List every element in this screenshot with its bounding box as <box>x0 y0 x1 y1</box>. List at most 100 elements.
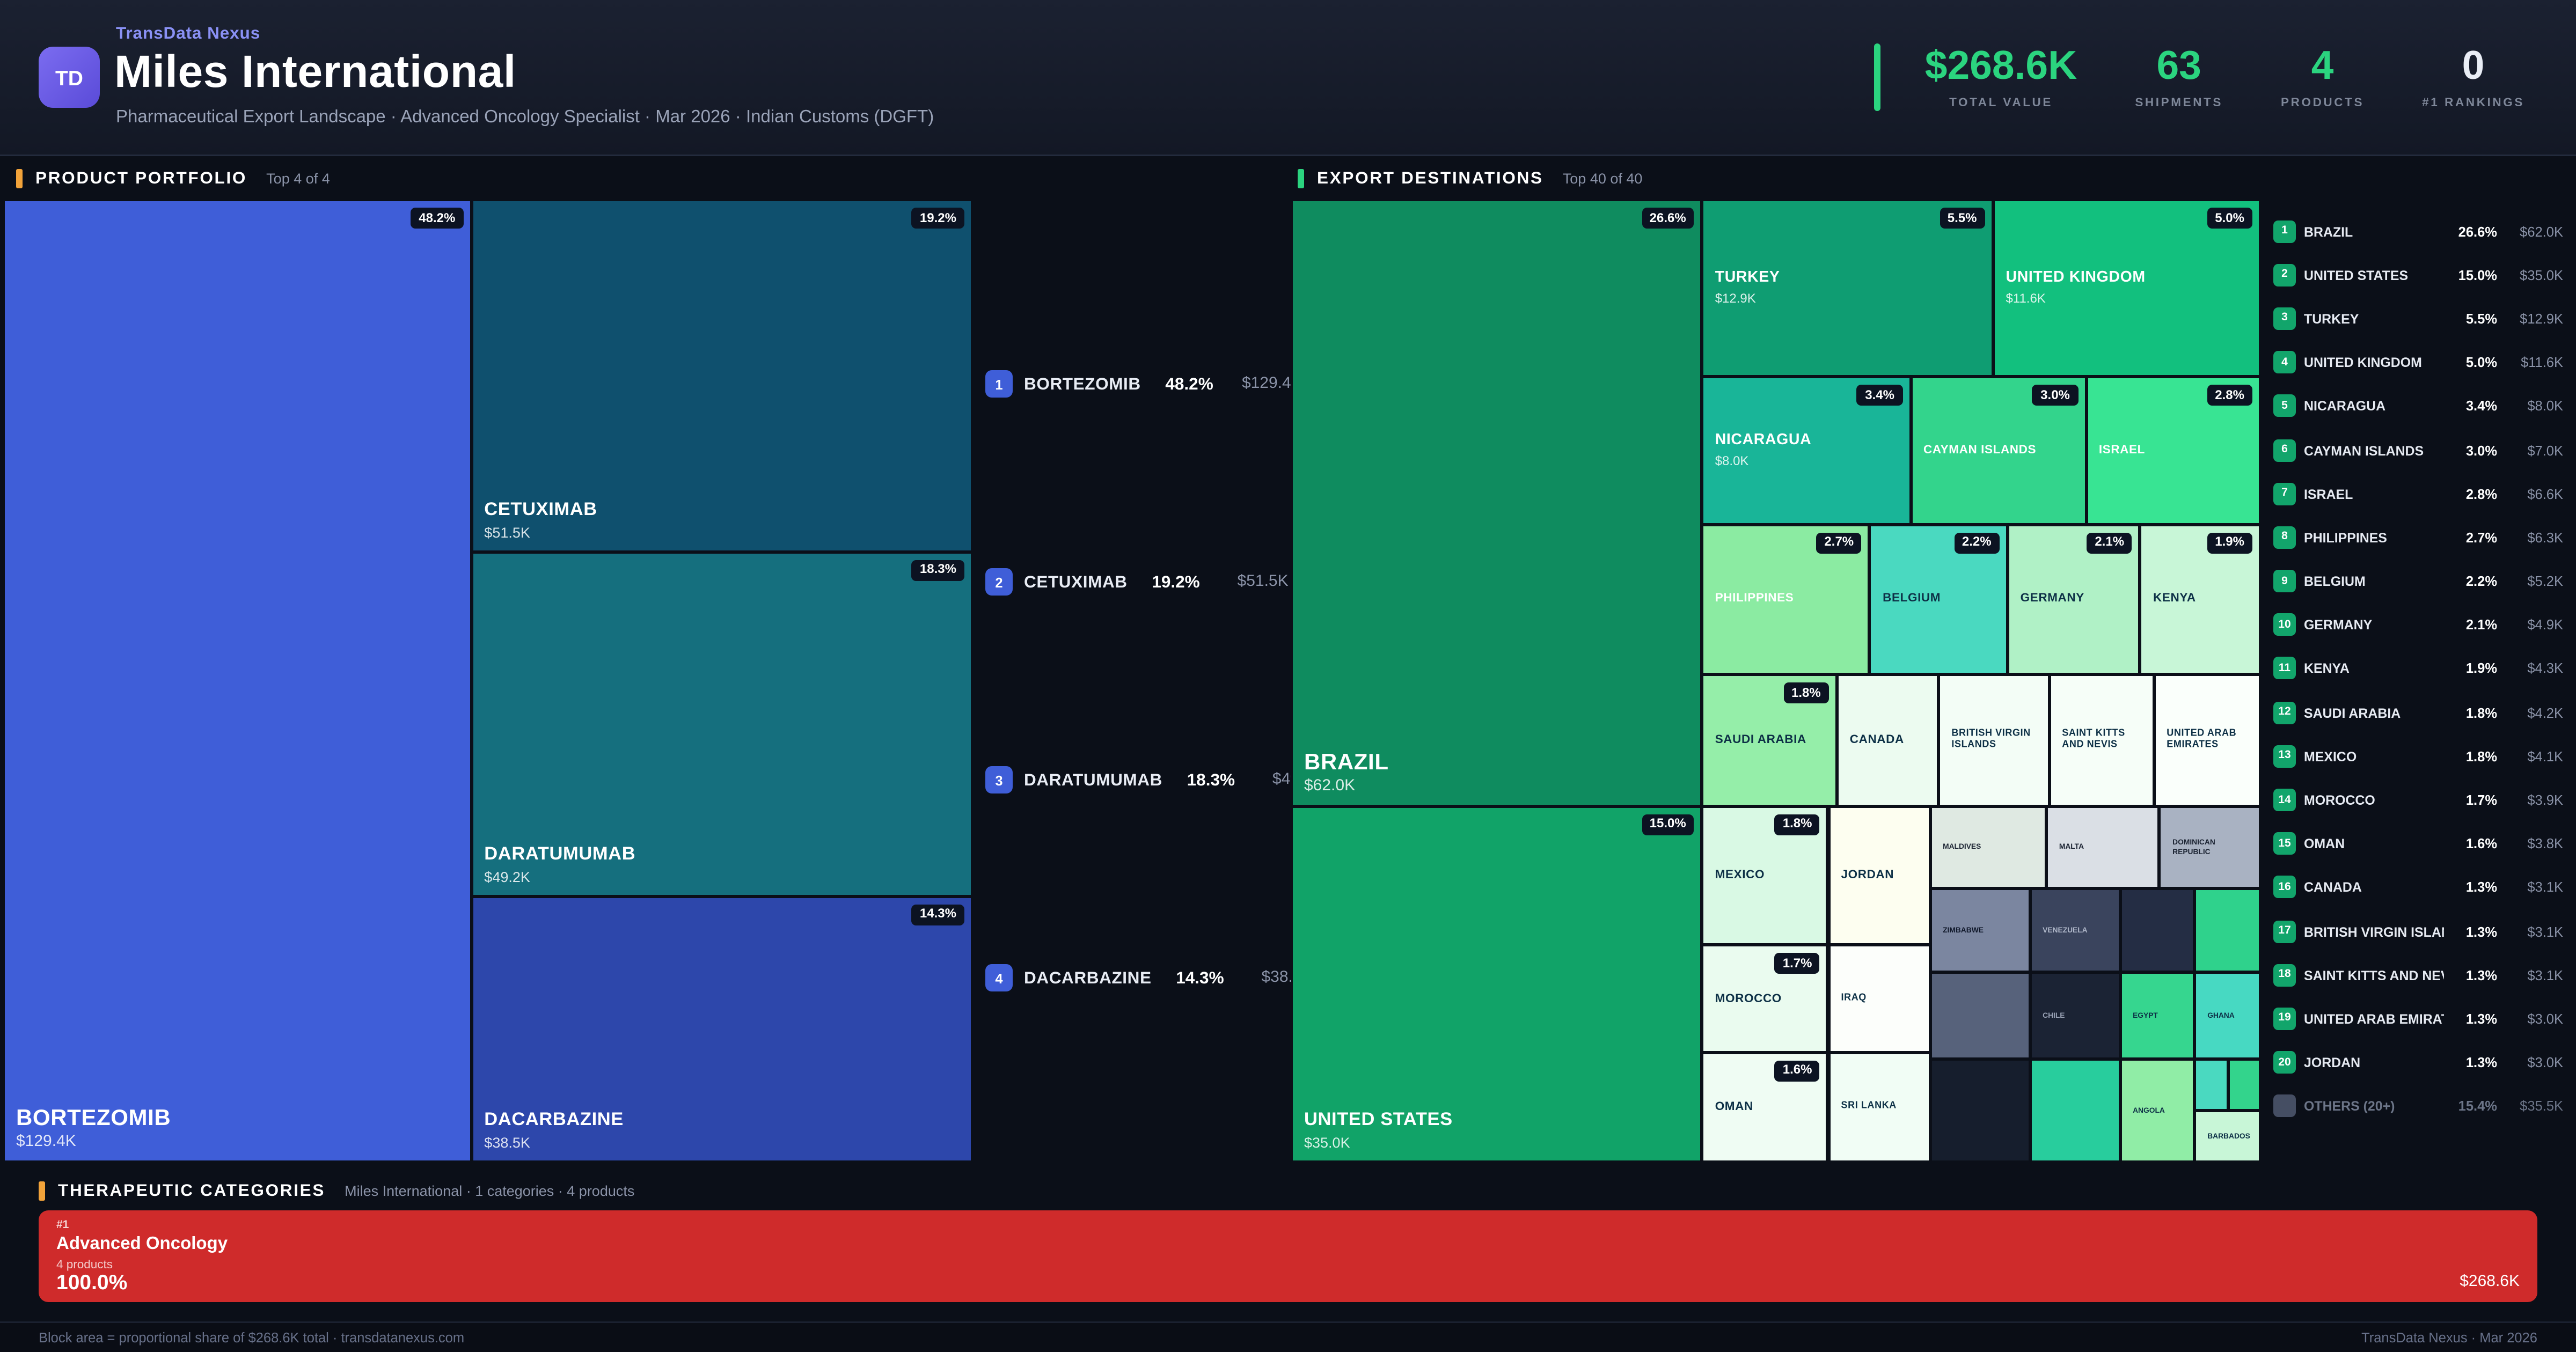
destination-block-united-kingdom[interactable]: 5.0% UNITED KINGDOM $11.6K <box>1993 200 2260 377</box>
destination-block-kenya[interactable]: 1.9% KENYA <box>2140 524 2260 675</box>
block-name: IRAQ <box>1841 993 1867 1003</box>
destination-block-brazil[interactable]: 26.6% BRAZIL $62.0K <box>1291 200 1702 806</box>
legend-name: CAYMAN ISLANDS <box>2304 442 2424 458</box>
destination-block-nicaragua[interactable]: 3.4% NICARAGUA $8.0K <box>1702 377 1911 524</box>
destination-legend-row-nicaragua[interactable]: 5 NICARAGUA 3.4% $8.0K <box>2273 384 2563 428</box>
destination-block-chile[interactable]: CHILE <box>2030 971 2120 1059</box>
rank-badge: 2 <box>985 568 1013 596</box>
destination-legend-row-jordan[interactable]: 20 JORDAN 1.3% $3.0K <box>2273 1041 2563 1085</box>
destination-legend-row-saint-kitts-and-nevis[interactable]: 18 SAINT KITTS AND NEVIS 1.3% $3.1K <box>2273 953 2563 997</box>
destination-block-iraq[interactable]: IRAQ <box>1828 945 1930 1053</box>
product-legend-row-cetuximab[interactable]: 2 CETUXIMAB 19.2% $51.5K <box>985 568 1289 596</box>
category-pct: 100.0% <box>56 1270 128 1294</box>
legend-pct: 14.3% <box>1176 968 1224 988</box>
destination-block-saint-kitts-and-nevis[interactable]: SAINT KITTS AND NEVIS <box>2049 675 2154 806</box>
destination-legend-row-brazil[interactable]: 1 BRAZIL 26.6% $62.0K <box>2273 209 2563 253</box>
legend-value: $129.4K <box>1241 375 1302 393</box>
rank-badge: 18 <box>2273 964 2296 987</box>
legend-value: $7.0K <box>2527 442 2563 458</box>
destination-block-oman[interactable]: 1.6% OMAN <box>1702 1052 1828 1162</box>
destination-legend-row-others-20[interactable]: OTHERS (20+) 15.4% $35.5K <box>2273 1084 2563 1128</box>
destination-block-dominican-republic[interactable]: DOMINICAN REPUBLIC <box>2160 806 2260 889</box>
block-name: BRAZIL <box>1304 747 1389 774</box>
block-label: KENYA <box>2153 592 2252 606</box>
destination-block-canada[interactable]: CANADA <box>1836 675 1939 806</box>
destination-legend-row-united-arab-emirates[interactable]: 19 UNITED ARAB EMIRATES 1.3% $3.0K <box>2273 997 2563 1041</box>
destination-legend-row-israel[interactable]: 7 ISRAEL 2.8% $6.6K <box>2273 472 2563 516</box>
destination-block-united-arab-emirates[interactable]: UNITED ARAB EMIRATES <box>2154 675 2260 806</box>
destination-block-small-28[interactable] <box>2194 888 2260 972</box>
destination-block-israel[interactable]: 2.8% ISRAEL <box>2085 377 2260 524</box>
destination-legend-row-united-states[interactable]: 2 UNITED STATES 15.0% $35.0K <box>2273 253 2563 297</box>
destination-block-mexico[interactable]: 1.8% MEXICO <box>1702 806 1828 946</box>
product-block-cetuximab[interactable]: 19.2% CETUXIMAB $51.5K <box>471 200 972 552</box>
destination-block-small-37[interactable] <box>2227 1059 2260 1111</box>
stat-value: 0 <box>2462 44 2485 90</box>
block-name: ANGOLA <box>2133 1106 2165 1115</box>
block-name: KENYA <box>2153 591 2196 606</box>
destination-legend-row-belgium[interactable]: 9 BELGIUM 2.2% $5.2K <box>2273 560 2563 604</box>
category-bar-advanced-oncology[interactable]: #1 Advanced Oncology 4 products 100.0% $268.… <box>39 1210 2537 1302</box>
legend-name: MEXICO <box>2304 748 2357 765</box>
destination-block-united-states[interactable]: 15.0% UNITED STATES $35.0K <box>1291 806 1702 1162</box>
block-label: CETUXIMAB $51.5K <box>484 500 964 541</box>
destination-block-maldives[interactable]: MALDIVES <box>1930 806 2046 889</box>
product-block-bortezomib[interactable]: 48.2% BORTEZOMIB $129.4K <box>3 200 472 1162</box>
destination-block-small-27[interactable] <box>2120 888 2195 972</box>
destination-block-zimbabwe[interactable]: ZIMBABWE <box>1930 888 2030 972</box>
legend-value: $35.0K <box>2520 267 2563 283</box>
destination-block-turkey[interactable]: 5.5% TURKEY $12.9K <box>1702 200 1993 377</box>
destination-legend: 1 BRAZIL 26.6% $62.0K 2 UNITED STATES 15.0% $35… <box>2273 209 2563 1128</box>
destination-block-sri-lanka[interactable]: SRI LANKA <box>1828 1052 1930 1162</box>
destination-legend-row-turkey[interactable]: 3 TURKEY 5.5% $12.9K <box>2273 297 2563 341</box>
destination-legend-row-mexico[interactable]: 13 MEXICO 1.8% $4.1K <box>2273 734 2563 778</box>
block-label: BELGIUM <box>1883 592 1999 606</box>
destination-block-angola[interactable]: ANGOLA <box>2120 1059 2195 1162</box>
destination-legend-row-saudi-arabia[interactable]: 12 SAUDI ARABIA 1.8% $4.2K <box>2273 690 2563 734</box>
destination-block-small-34[interactable] <box>2030 1059 2120 1162</box>
destination-block-egypt[interactable]: EGYPT <box>2120 971 2195 1059</box>
destination-legend-row-oman[interactable]: 15 OMAN 1.6% $3.8K <box>2273 822 2563 866</box>
destination-legend-row-philippines[interactable]: 8 PHILIPPINES 2.7% $6.3K <box>2273 516 2563 560</box>
block-name: EGYPT <box>2133 1011 2158 1019</box>
avatar: TD <box>39 47 100 108</box>
destination-legend-row-cayman-islands[interactable]: 6 CAYMAN ISLANDS 3.0% $7.0K <box>2273 428 2563 472</box>
destination-legend-row-british-virgin-islands[interactable]: 17 BRITISH VIRGIN ISLANDS 1.3% $3.1K <box>2273 909 2563 953</box>
product-legend-row-dacarbazine[interactable]: 4 DACARBAZINE 14.3% $38.5K <box>985 964 1313 991</box>
destination-block-morocco[interactable]: 1.7% MOROCCO <box>1702 945 1828 1053</box>
destination-legend-row-canada[interactable]: 16 CANADA 1.3% $3.1K <box>2273 865 2563 909</box>
destination-block-venezuela[interactable]: VENEZUELA <box>2030 888 2120 972</box>
legend-name: SAUDI ARABIA <box>2304 704 2401 721</box>
destination-block-cayman-islands[interactable]: 3.0% CAYMAN ISLANDS <box>1911 377 2086 524</box>
legend-pct: 15.4% <box>2458 1098 2497 1115</box>
destination-block-small-36[interactable] <box>2194 1059 2228 1111</box>
legend-value: $3.1K <box>2527 879 2563 896</box>
destination-block-jordan[interactable]: JORDAN <box>1828 806 1930 946</box>
header: TD TransData Nexus Miles International P… <box>0 0 2576 156</box>
destination-block-philippines[interactable]: 2.7% PHILIPPINES <box>1702 524 1870 675</box>
product-block-dacarbazine[interactable]: 14.3% DACARBAZINE $38.5K <box>471 896 972 1162</box>
product-legend-row-bortezomib[interactable]: 1 BORTEZOMIB 48.2% $129.4K <box>985 370 1302 398</box>
block-label: UNITED KINGDOM $11.6K <box>2006 269 2252 306</box>
destination-block-british-virgin-islands[interactable]: BRITISH VIRGIN ISLANDS <box>1938 675 2050 806</box>
product-block-daratumumab[interactable]: 18.3% DARATUMUMAB $49.2K <box>471 552 972 897</box>
destination-block-small-29[interactable] <box>1930 971 2030 1059</box>
destination-block-saudi-arabia[interactable]: 1.8% SAUDI ARABIA <box>1702 675 1837 806</box>
block-name: ISRAEL <box>2098 442 2145 457</box>
destination-block-ghana[interactable]: GHANA <box>2194 971 2260 1059</box>
destination-block-belgium[interactable]: 2.2% BELGIUM <box>1870 524 2008 675</box>
block-label: CANADA <box>1850 732 1931 747</box>
product-treemap: 48.2% BORTEZOMIB $129.4K 19.2% CETUXIMAB $51.… <box>3 200 972 1162</box>
destination-legend-row-kenya[interactable]: 11 KENYA 1.9% $4.3K <box>2273 647 2563 691</box>
stats-row: $268.6K TOTAL VALUE 63 SHIPMENTS 4 PRODUCTS 0 #… <box>1873 43 2553 111</box>
destination-legend-row-morocco[interactable]: 14 MOROCCO 1.7% $3.9K <box>2273 778 2563 822</box>
destination-block-malta[interactable]: MALTA <box>2046 806 2160 889</box>
block-label: ZIMBABWE <box>1943 926 2022 935</box>
legend-value: $4.2K <box>2527 704 2563 721</box>
destination-block-barbados[interactable]: BARBADOS <box>2194 1110 2260 1162</box>
destination-legend-row-germany[interactable]: 10 GERMANY 2.1% $4.9K <box>2273 603 2563 647</box>
destination-legend-row-united-kingdom[interactable]: 4 UNITED KINGDOM 5.0% $11.6K <box>2273 341 2563 385</box>
destination-block-germany[interactable]: 2.1% GERMANY <box>2007 524 2141 675</box>
destination-block-small-33[interactable] <box>1930 1059 2030 1162</box>
